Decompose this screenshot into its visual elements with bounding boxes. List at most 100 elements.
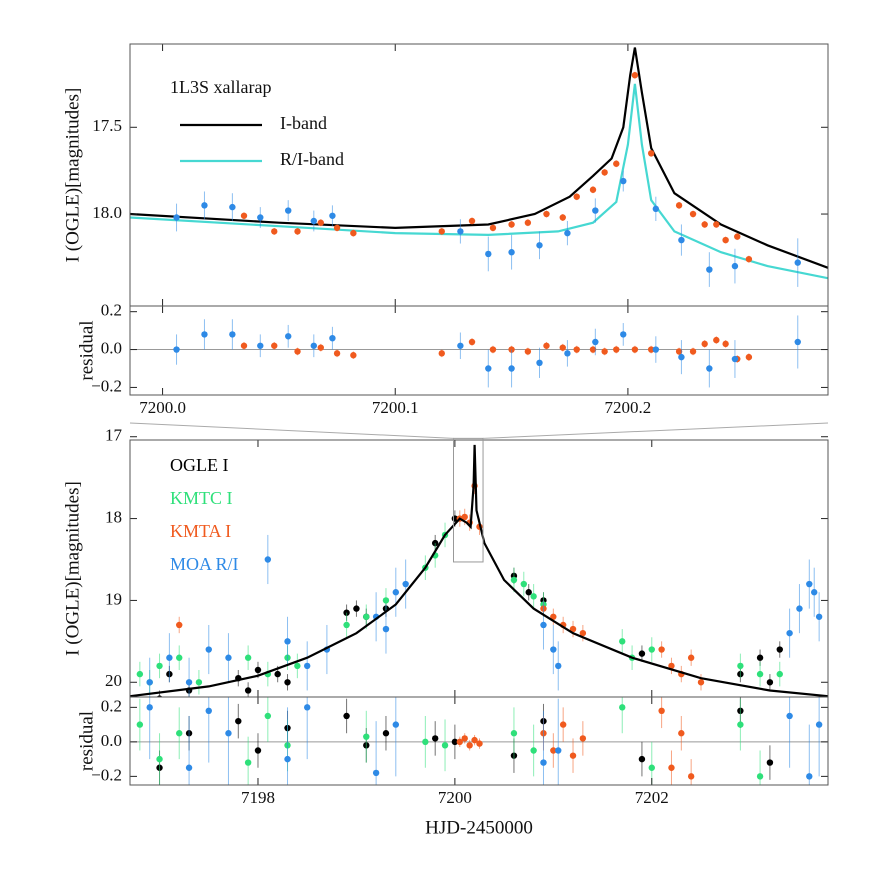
data-point — [254, 666, 262, 674]
data-point — [195, 679, 203, 686]
data-point — [156, 755, 163, 763]
zoom-connector — [129, 422, 454, 439]
axes-frame — [129, 696, 829, 786]
data-point — [564, 229, 571, 237]
data-point — [592, 338, 599, 346]
data-point — [658, 707, 665, 715]
data-point — [569, 752, 577, 759]
data-point — [176, 621, 183, 629]
data-point — [536, 242, 543, 249]
data-point — [329, 334, 336, 342]
data-point — [382, 730, 390, 737]
data-point — [240, 342, 248, 349]
data-point — [550, 646, 557, 653]
data-point — [620, 177, 627, 185]
data-point — [589, 346, 597, 353]
data-point — [466, 742, 473, 749]
data-point — [687, 654, 695, 661]
data-point — [555, 747, 562, 754]
data-point — [794, 338, 801, 346]
data-point — [745, 255, 753, 263]
plot-area — [130, 47, 828, 287]
data-point — [333, 350, 341, 357]
data-point — [737, 721, 744, 728]
data-point — [468, 217, 476, 225]
legend-label: KMTC I — [170, 488, 233, 508]
y-tick-label: 0.2 — [101, 696, 122, 715]
panel: −0.2 0.0 0.2 7198 7200 7202 residual HJD-245000… — [76, 696, 829, 838]
data-point — [353, 605, 360, 612]
data-point — [706, 266, 713, 273]
data-point — [257, 342, 264, 349]
data-point — [205, 707, 212, 715]
data-point — [457, 342, 464, 349]
y-tick-label: 0.0 — [101, 731, 122, 750]
data-point — [668, 764, 675, 771]
legend-label: KMTA I — [170, 521, 231, 541]
data-point — [285, 207, 292, 214]
data-point — [294, 662, 301, 670]
data-point — [555, 662, 562, 670]
data-point — [304, 704, 311, 711]
model-curve — [130, 83, 828, 280]
data-point — [638, 650, 646, 657]
data-point — [457, 228, 464, 235]
y-tick-label: −0.2 — [91, 376, 122, 395]
data-point — [619, 704, 626, 711]
data-point — [579, 629, 587, 637]
data-point — [620, 331, 627, 338]
data-point — [613, 160, 620, 167]
data-point — [392, 589, 400, 596]
zoom-connector — [483, 422, 829, 439]
data-point — [734, 233, 741, 240]
data-point — [524, 219, 532, 226]
data-point — [508, 365, 515, 372]
zoom-box — [453, 437, 484, 563]
data-point — [713, 221, 720, 228]
data-point — [648, 646, 655, 653]
data-point — [468, 338, 476, 346]
data-point — [201, 331, 208, 338]
data-point — [697, 679, 705, 686]
data-point — [731, 355, 739, 363]
data-point — [520, 580, 527, 588]
data-point — [613, 346, 620, 353]
data-point — [485, 250, 492, 258]
data-point — [786, 629, 793, 637]
data-point — [317, 219, 324, 226]
data-point — [461, 513, 468, 521]
data-point — [225, 654, 232, 661]
data-point — [284, 638, 291, 645]
x-tick-label: 7200.2 — [605, 398, 652, 417]
data-point — [146, 679, 153, 686]
data-point — [701, 340, 708, 348]
model-curve — [130, 47, 828, 269]
data-point — [745, 353, 753, 361]
data-point — [675, 348, 683, 355]
x-axis-label: HJD-2450000 — [425, 817, 533, 838]
data-point — [706, 365, 713, 372]
data-point — [569, 625, 577, 633]
data-point — [225, 730, 232, 737]
data-point — [756, 773, 764, 780]
legend-title: 1L3S xallarap — [170, 77, 271, 97]
data-point — [776, 670, 783, 678]
data-point — [471, 736, 478, 744]
data-point — [456, 738, 464, 746]
data-point — [235, 717, 242, 725]
data-point — [264, 712, 272, 720]
data-point — [438, 228, 445, 235]
y-axis-label: residual — [76, 711, 97, 771]
x-tick-label: 7200.1 — [372, 398, 419, 417]
data-point — [350, 352, 357, 359]
data-point — [451, 738, 459, 746]
data-point — [441, 742, 449, 749]
data-point — [678, 236, 685, 244]
axes-frame — [129, 305, 829, 396]
panel: 17 18 19 20 I (OGLE)[magnitudes] OGLE I KMTC I… — [62, 426, 829, 698]
data-point — [476, 740, 483, 747]
data-point — [713, 336, 720, 344]
y-tick-label: 18.0 — [92, 203, 122, 222]
data-point — [438, 350, 445, 357]
